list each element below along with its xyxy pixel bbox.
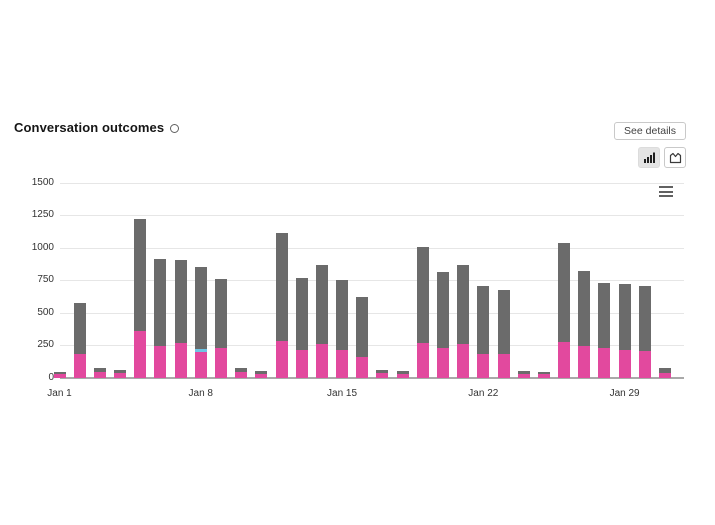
bar-segment-pink-jan-26[interactable]	[558, 341, 571, 378]
y-gridline	[60, 215, 684, 217]
bar-segment-pink-jan-17[interactable]	[376, 372, 389, 378]
area-chart-icon	[669, 152, 681, 164]
bar-chart-icon	[643, 152, 655, 163]
bar-segment-gray-jan-18[interactable]	[396, 371, 409, 374]
bar-segment-gray-jan-24[interactable]	[517, 371, 530, 374]
hamburger-menu-icon	[659, 190, 673, 193]
x-axis-line	[60, 376, 684, 379]
bar-segment-gray-jan-22[interactable]	[477, 286, 490, 354]
bar-segment-gray-jan-31[interactable]	[658, 368, 671, 373]
bar-segment-gray-jan-6[interactable]	[154, 258, 167, 347]
bar-segment-pink-jan-22[interactable]	[477, 353, 490, 378]
bar-segment-pink-jan-1[interactable]	[53, 374, 66, 378]
bar-segment-gray-jan-7[interactable]	[174, 260, 187, 344]
bar-segment-pink-jan-9[interactable]	[214, 347, 227, 378]
bar-segment-gray-jan-29[interactable]	[618, 284, 631, 350]
bar-segment-gray-jan-14[interactable]	[315, 264, 328, 344]
bar-segment-gray-jan-8[interactable]	[194, 266, 207, 349]
bar-segment-pink-jan-5[interactable]	[134, 331, 147, 378]
bar-segment-gray-jan-21[interactable]	[457, 264, 470, 344]
bar-segment-pink-jan-21[interactable]	[457, 343, 470, 378]
y-axis-tick-label: 250	[37, 339, 54, 351]
y-gridline	[60, 183, 684, 184]
bar-segment-pink-jan-25[interactable]	[537, 374, 550, 378]
bar-segment-blue-jan-8[interactable]	[194, 349, 207, 352]
bar-segment-gray-jan-26[interactable]	[558, 243, 571, 342]
bar-segment-pink-jan-15[interactable]	[336, 350, 349, 378]
bar-segment-gray-jan-2[interactable]	[73, 302, 86, 354]
y-gridline	[60, 312, 684, 314]
x-axis-tick-label: Jan 29	[609, 388, 640, 399]
bar-segment-pink-jan-14[interactable]	[315, 343, 328, 378]
chart-view-toggles	[638, 147, 686, 168]
bar-segment-gray-jan-30[interactable]	[638, 286, 651, 351]
bar-segment-gray-jan-4[interactable]	[114, 369, 127, 373]
bar-segment-gray-jan-25[interactable]	[537, 372, 550, 375]
bar-segment-gray-jan-27[interactable]	[578, 271, 591, 347]
bar-segment-gray-jan-28[interactable]	[598, 282, 611, 349]
x-axis-tick-label: Jan 15	[327, 388, 358, 399]
bar-segment-gray-jan-11[interactable]	[255, 371, 268, 374]
bar-segment-pink-jan-4[interactable]	[114, 372, 127, 378]
bar-chart-toggle-button[interactable]	[638, 147, 660, 168]
bar-segment-gray-jan-23[interactable]	[497, 290, 510, 355]
bar-segment-gray-jan-17[interactable]	[376, 370, 389, 373]
bar-segment-pink-jan-13[interactable]	[295, 350, 308, 378]
bar-segment-gray-jan-9[interactable]	[214, 278, 227, 348]
y-axis-tick-label: 1250	[31, 209, 54, 221]
area-chart-toggle-button[interactable]	[664, 147, 686, 168]
y-gridline	[60, 280, 684, 282]
widget-header: Conversation outcomes	[14, 120, 180, 135]
bar-segment-pink-jan-20[interactable]	[436, 348, 449, 378]
bar-segment-pink-jan-3[interactable]	[93, 371, 106, 378]
y-axis-tick-label: 1000	[31, 241, 54, 253]
bar-segment-pink-jan-24[interactable]	[517, 373, 530, 378]
bar-segment-gray-jan-1[interactable]	[53, 371, 66, 375]
page-title: Conversation outcomes	[14, 120, 165, 135]
bar-segment-gray-jan-13[interactable]	[295, 278, 308, 351]
bar-segment-pink-jan-2[interactable]	[73, 353, 86, 378]
x-axis-tick-label: Jan 22	[468, 388, 499, 399]
bar-segment-pink-jan-27[interactable]	[578, 346, 591, 378]
bar-segment-pink-jan-19[interactable]	[416, 343, 429, 378]
x-axis-tick-label: Jan 1	[47, 388, 72, 399]
bar-segment-pink-jan-31[interactable]	[658, 372, 671, 378]
bar-segment-gray-jan-15[interactable]	[336, 279, 349, 351]
bar-segment-pink-jan-7[interactable]	[174, 343, 187, 378]
bar-segment-pink-jan-30[interactable]	[638, 350, 651, 378]
bar-segment-pink-jan-23[interactable]	[497, 354, 510, 378]
y-axis-tick-label: 750	[37, 274, 54, 286]
bar-segment-pink-jan-12[interactable]	[275, 340, 288, 378]
bar-segment-pink-jan-11[interactable]	[255, 373, 268, 378]
bar-segment-pink-jan-16[interactable]	[356, 356, 369, 378]
see-details-button[interactable]: See details	[614, 122, 686, 140]
info-circle-icon[interactable]	[170, 123, 180, 133]
bar-segment-gray-jan-12[interactable]	[275, 232, 288, 341]
hamburger-menu-icon	[659, 195, 673, 197]
bar-segment-gray-jan-10[interactable]	[235, 368, 248, 372]
y-gridline	[60, 345, 684, 347]
bar-segment-gray-jan-16[interactable]	[356, 297, 369, 357]
bar-segment-pink-jan-8[interactable]	[194, 351, 207, 378]
bar-segment-gray-jan-3[interactable]	[93, 367, 106, 372]
y-axis-tick-label: 1500	[31, 177, 54, 188]
bar-segment-pink-jan-18[interactable]	[396, 373, 409, 378]
hamburger-menu-icon	[659, 186, 673, 188]
x-axis-tick-label: Jan 8	[188, 388, 213, 399]
y-axis-tick-label: 0	[48, 371, 54, 383]
bar-segment-pink-jan-6[interactable]	[154, 346, 167, 378]
y-gridline	[60, 247, 684, 249]
chart-context-menu-button[interactable]	[659, 186, 673, 197]
bar-segment-gray-jan-5[interactable]	[134, 219, 147, 332]
bar-segment-gray-jan-19[interactable]	[416, 246, 429, 344]
y-axis-tick-label: 500	[37, 306, 54, 318]
bar-segment-gray-jan-20[interactable]	[436, 272, 449, 349]
bar-segment-pink-jan-29[interactable]	[618, 349, 631, 378]
bar-segment-pink-jan-10[interactable]	[235, 371, 248, 378]
bar-segment-pink-jan-28[interactable]	[598, 348, 611, 378]
